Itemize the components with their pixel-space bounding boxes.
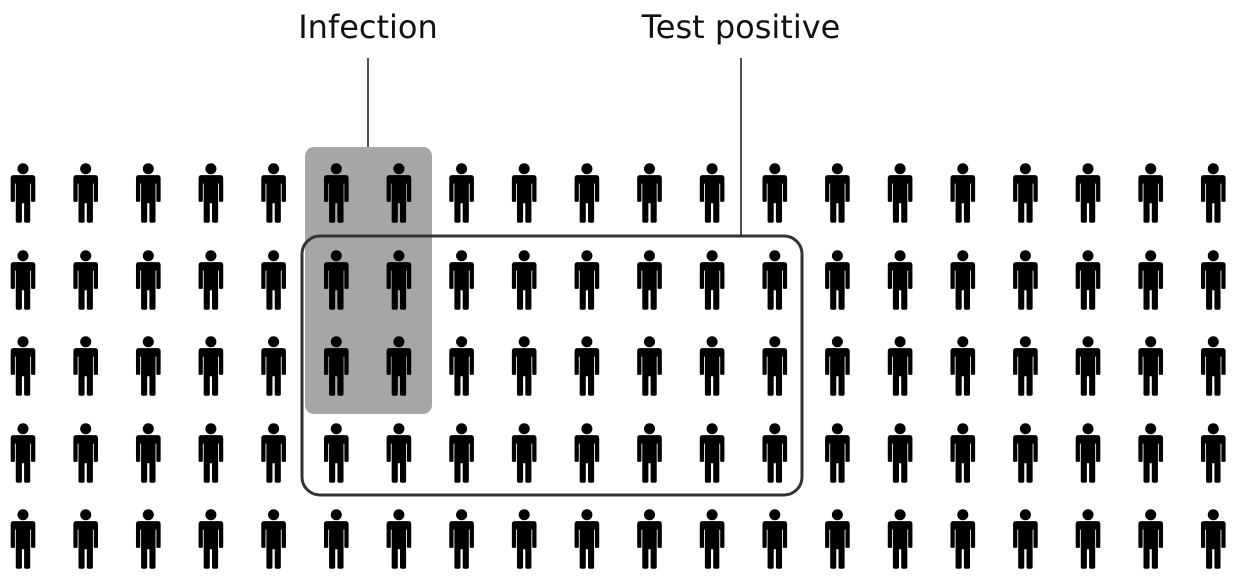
- person-icon: [135, 163, 161, 223]
- person-icon: [887, 336, 913, 396]
- person-icon: [887, 163, 913, 223]
- person-icon-test-positive: [511, 336, 537, 396]
- person-icon: [73, 423, 99, 483]
- person-icon: [950, 250, 976, 310]
- person-icon: [261, 250, 286, 310]
- person-icon: [135, 336, 161, 396]
- person-icon: [1138, 163, 1164, 223]
- person-icon: [637, 509, 662, 569]
- infection-label: Infection: [298, 8, 438, 46]
- person-icon: [1138, 509, 1164, 569]
- person-icon: [1138, 336, 1164, 396]
- person-icon: [198, 509, 224, 569]
- people-grid: [10, 163, 1226, 569]
- person-icon: [511, 509, 537, 569]
- person-icon-test-positive: [574, 250, 600, 310]
- person-icon: [1013, 250, 1038, 310]
- person-icon: [386, 509, 412, 569]
- person-icon: [1075, 509, 1101, 569]
- person-icon: [1138, 423, 1164, 483]
- person-icon-test-positive: [511, 423, 537, 483]
- person-icon: [1200, 336, 1226, 396]
- person-icon: [449, 509, 474, 569]
- person-icon: [825, 336, 850, 396]
- person-icon: [261, 163, 286, 223]
- person-icon: [950, 163, 976, 223]
- person-icon-test-positive: [386, 423, 412, 483]
- person-icon: [323, 509, 349, 569]
- person-icon-test-positive: [762, 250, 788, 310]
- person-icon: [950, 423, 976, 483]
- person-icon: [1075, 423, 1101, 483]
- person-icon: [1075, 336, 1101, 396]
- person-icon: [73, 336, 99, 396]
- person-icon: [825, 423, 850, 483]
- person-icon: [135, 423, 161, 483]
- person-icon: [10, 509, 36, 569]
- person-icon: [762, 509, 788, 569]
- person-icon: [1200, 163, 1226, 223]
- person-icon-test-positive: [449, 250, 474, 310]
- person-icon: [1013, 336, 1038, 396]
- person-icon: [699, 163, 725, 223]
- test-positive-outline-box: [300, 234, 804, 497]
- person-icon: [825, 163, 850, 223]
- person-icon: [135, 250, 161, 310]
- person-icon: [511, 163, 537, 223]
- person-icon-test-positive: [699, 336, 725, 396]
- person-icon: [198, 423, 224, 483]
- person-icon: [1013, 163, 1038, 223]
- person-icon-test-positive: [762, 336, 788, 396]
- person-icon: [887, 250, 913, 310]
- person-icon: [10, 423, 36, 483]
- person-icon: [261, 509, 286, 569]
- person-icon: [198, 336, 224, 396]
- person-icon: [73, 163, 99, 223]
- person-icon: [449, 163, 474, 223]
- person-icon: [73, 509, 99, 569]
- person-icon: [1200, 423, 1226, 483]
- person-icon: [10, 250, 36, 310]
- person-icon: [10, 163, 36, 223]
- person-icon: [1200, 250, 1226, 310]
- person-icon-test-positive: [762, 423, 788, 483]
- person-icon: [198, 250, 224, 310]
- test-positive-label: Test positive: [641, 8, 841, 46]
- person-icon: [1013, 423, 1038, 483]
- person-icon-test-positive: [449, 423, 474, 483]
- person-icon: [825, 509, 850, 569]
- person-icon: [1075, 250, 1101, 310]
- person-icon: [574, 163, 600, 223]
- person-icon: [198, 163, 224, 223]
- person-icon: [950, 509, 976, 569]
- person-icon-test-positive: [323, 423, 349, 483]
- person-icon-test-positive: [574, 336, 600, 396]
- person-icon: [699, 509, 725, 569]
- person-icon-test-positive: [699, 423, 725, 483]
- person-icon: [762, 163, 788, 223]
- person-icon: [825, 250, 850, 310]
- person-icon: [1200, 509, 1226, 569]
- person-icon-test-positive: [637, 250, 662, 310]
- person-icon-test-positive: [449, 336, 474, 396]
- person-icon: [135, 509, 161, 569]
- person-icon: [261, 336, 286, 396]
- person-icon: [574, 509, 600, 569]
- person-icon: [887, 509, 913, 569]
- person-icon-test-positive: [699, 250, 725, 310]
- person-icon-test-positive: [511, 250, 537, 310]
- person-icon: [261, 423, 286, 483]
- person-icon: [887, 423, 913, 483]
- person-icon: [950, 336, 976, 396]
- person-icon-test-positive: [637, 423, 662, 483]
- person-icon-test-positive: [637, 336, 662, 396]
- person-icon: [1075, 163, 1101, 223]
- person-icon: [10, 336, 36, 396]
- person-icon-test-positive: [574, 423, 600, 483]
- person-icon: [637, 163, 662, 223]
- person-icon: [1013, 509, 1038, 569]
- person-icon: [1138, 250, 1164, 310]
- person-icon: [73, 250, 99, 310]
